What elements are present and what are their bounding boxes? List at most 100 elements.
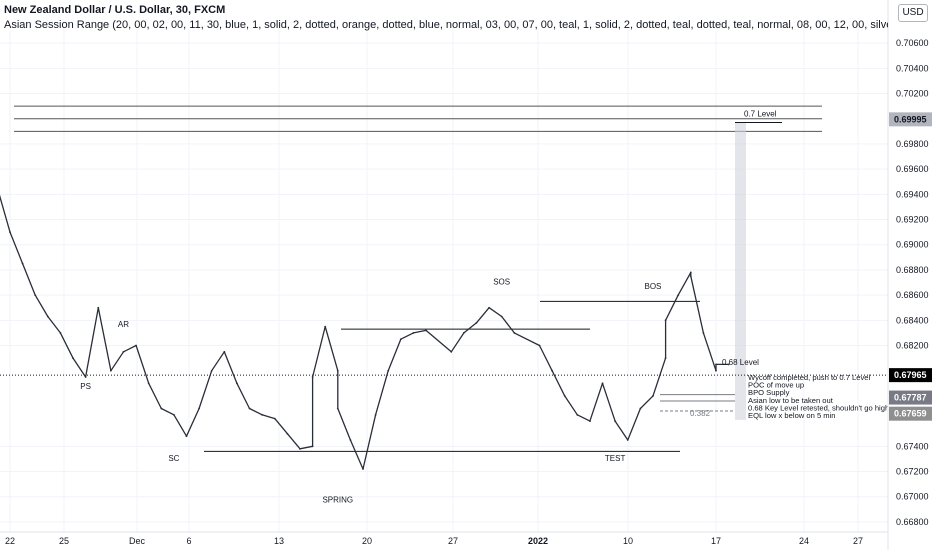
x-tick-label: 27 (853, 536, 863, 546)
y-tick-label: 0.68400 (896, 315, 929, 325)
price-point (374, 413, 377, 416)
indicator-legend[interactable]: Asian Session Range (20, 00, 02, 00, 11,… (4, 19, 888, 31)
annotation-label: AR (118, 320, 129, 329)
price-point (626, 439, 629, 441)
price-point (664, 319, 667, 322)
price-point (122, 350, 125, 353)
price-point (601, 382, 604, 385)
price-point (715, 363, 717, 366)
price-tag-text: 0.69995 (894, 114, 927, 124)
price-point (160, 407, 163, 410)
annotation-label: BOS (645, 282, 662, 291)
price-point (614, 420, 617, 423)
currency-button[interactable]: USD (898, 4, 928, 22)
y-tick-label: 0.68800 (896, 265, 929, 275)
x-tick-label: 13 (274, 536, 284, 546)
y-tick-label: 0.70400 (896, 63, 929, 73)
price-point (639, 407, 642, 410)
price-point (46, 315, 49, 318)
y-tick-label: 0.69600 (896, 164, 929, 174)
note-text: EQL low x below on 5 min (748, 411, 836, 420)
x-tick-label: 27 (448, 536, 458, 546)
price-tag (889, 368, 932, 383)
target-zone (735, 122, 746, 420)
price-point (97, 306, 100, 309)
y-tick-label: 0.69800 (896, 139, 929, 149)
chart-labels: PS AR SC SPRING SOS BOS TEST 0.7 Level 0.68 Leve… (80, 110, 896, 505)
price-point (425, 329, 427, 332)
price-point (299, 447, 301, 450)
price-point (336, 369, 339, 372)
y-tick-label: 0.70600 (896, 38, 929, 48)
price-point (223, 350, 226, 353)
price-point (311, 445, 314, 448)
note-text: Wycoff completed, push to 0.7 Level (748, 373, 871, 382)
price-point (311, 376, 314, 378)
x-tick-label: Dec (129, 536, 146, 546)
x-tick-label: 6 (186, 536, 191, 546)
y-tick-label: 0.67400 (896, 441, 929, 451)
price-point (500, 315, 503, 318)
price-point (462, 332, 465, 334)
y-tick-label: 0.67200 (896, 467, 929, 477)
level-label: 0.382 (690, 409, 711, 418)
note-text: BPO Supply (748, 388, 790, 397)
price-axis-bg (888, 0, 932, 550)
y-tick-label: 0.68600 (896, 290, 929, 300)
price-point (362, 468, 364, 470)
price-point (563, 395, 566, 397)
price-point (576, 413, 579, 416)
price-point (412, 332, 415, 334)
price-point (551, 369, 554, 372)
price-tag-text: 0.67787 (894, 393, 927, 403)
price-point (336, 407, 339, 410)
price-tag (889, 112, 932, 127)
annotation-label: TEST (605, 454, 626, 463)
price-point (324, 325, 327, 328)
x-tick-label: 17 (711, 536, 721, 546)
note-text: 0.68 Key Level retested, shouldn't go hi… (748, 403, 896, 412)
y-tick-label: 0.69000 (896, 240, 929, 250)
price-point (185, 435, 188, 438)
price-point (135, 344, 137, 347)
annotation-label: SOS (493, 278, 510, 287)
price-point (349, 439, 352, 441)
annotation-label: PS (80, 382, 91, 391)
y-tick-label: 0.69200 (896, 215, 929, 225)
price-point (702, 332, 705, 334)
price-point (34, 294, 37, 297)
price-point (109, 369, 112, 372)
price-tag (889, 406, 932, 421)
price-point (84, 376, 87, 378)
price-point (664, 357, 667, 360)
y-tick-label: 0.67000 (896, 492, 929, 502)
price-point (475, 321, 478, 324)
price-point (273, 417, 276, 420)
price-point (727, 363, 730, 366)
note-text: POC of move up (748, 381, 804, 390)
price-point (677, 294, 680, 297)
price-point (538, 344, 541, 347)
level-label: 0.7 Level (744, 110, 777, 119)
level-label: 0.68 Level (722, 358, 759, 367)
price-point (715, 369, 717, 372)
price-point (399, 338, 402, 341)
note-text: Asian low to be taken out (748, 396, 834, 405)
grid (0, 28, 888, 532)
price-point (689, 271, 692, 274)
price-line (0, 194, 729, 470)
price-point (210, 369, 213, 372)
price-point (9, 231, 11, 234)
x-tick-label: 24 (799, 536, 809, 546)
x-tick-label: 20 (362, 536, 372, 546)
price-point (21, 262, 24, 265)
price-point (652, 395, 654, 397)
price-point (236, 382, 238, 385)
price-point (450, 350, 453, 353)
price-point (72, 357, 74, 360)
annotation-label: SPRING (322, 495, 353, 504)
y-tick-label: 0.70200 (896, 89, 929, 99)
price-point (488, 306, 490, 309)
